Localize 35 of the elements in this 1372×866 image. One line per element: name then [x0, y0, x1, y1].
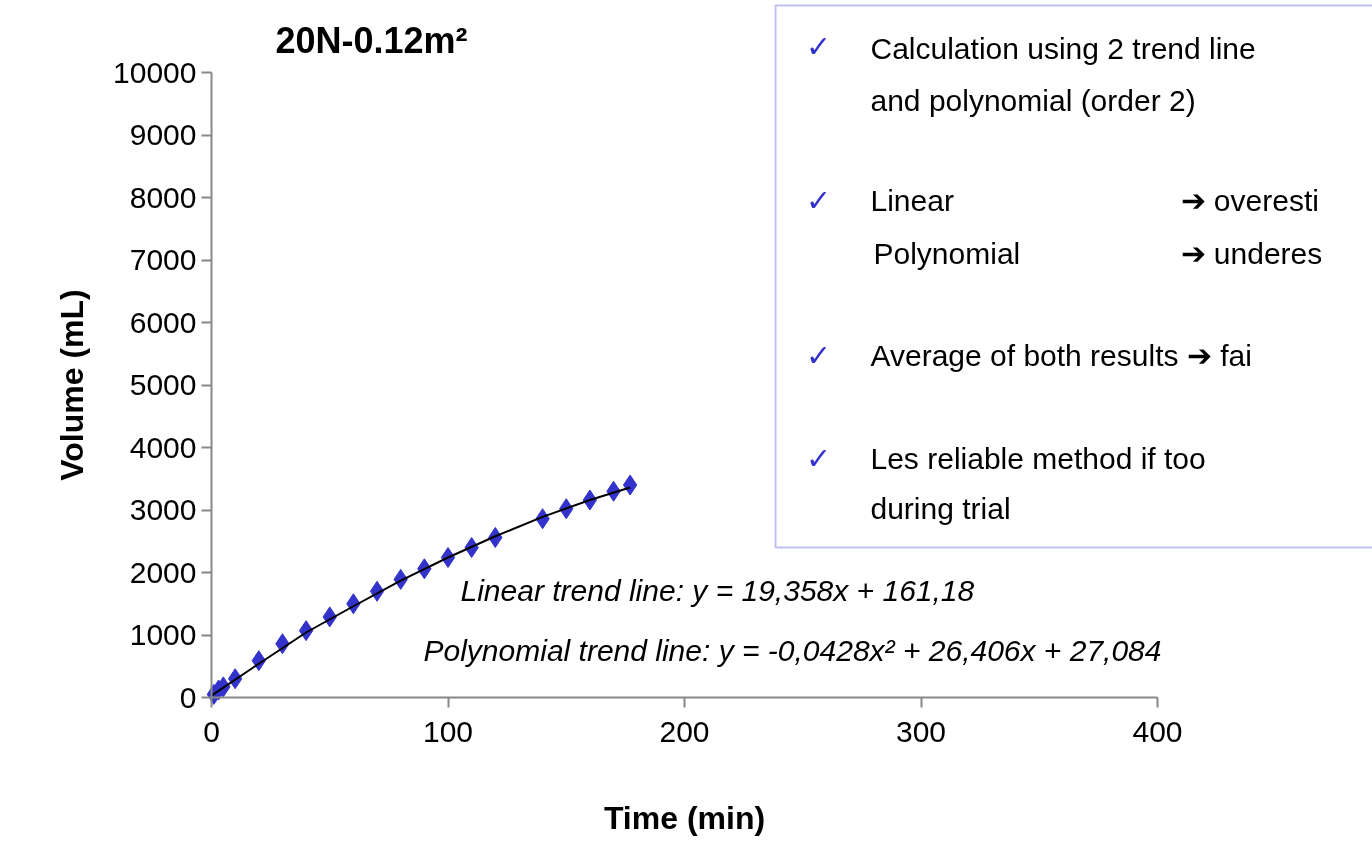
annotation: ✓: [805, 339, 831, 372]
y-tick-label: 5000: [129, 368, 197, 401]
x-axis-title: Time (min): [603, 799, 766, 836]
annotation: Polynomial trend line: y = -0,0428x² + 26,406x + 27,084: [423, 634, 1162, 667]
x-tick-label: 200: [659, 714, 710, 748]
y-tick-label: 2000: [129, 555, 197, 589]
y-tick-label: 10000: [113, 55, 197, 89]
annotation: Average of both results ➔ fai: [870, 339, 1252, 372]
y-axis-title: Volume (mL): [54, 289, 91, 481]
text: Calculation using 2 trend line: [870, 32, 1256, 65]
x-tick-label: 300: [895, 714, 947, 748]
annotation: during trial: [870, 492, 1011, 525]
text: ✓: [805, 30, 831, 63]
y-tick-label: 1000: [129, 618, 197, 651]
annotation: Les reliable method if too: [870, 442, 1206, 475]
annotation: Linear trend line: y = 19,358x + 161,18: [460, 574, 975, 607]
annotation: ✓: [805, 184, 831, 217]
annotation: Polynomial: [873, 237, 1021, 270]
y-tick-label: 7000: [129, 243, 197, 276]
y-tick-label: 4000: [129, 430, 197, 464]
text: ➔ underes: [1180, 237, 1323, 270]
chart-title: 20N-0.12m²: [275, 20, 468, 61]
annotation: and polynomial (order 2): [870, 84, 1196, 117]
y-tick-label: 0: [179, 680, 197, 714]
annotation: Linear: [870, 184, 954, 217]
y-tick-label: 8000: [129, 180, 197, 214]
point: [622, 474, 638, 496]
x-tick-label: 400: [1132, 714, 1183, 748]
y-tick-label: 3000: [129, 493, 197, 526]
x-tick-label: 100: [422, 714, 474, 748]
y-tick-label: 9000: [129, 118, 197, 151]
x-tick-label: 0: [203, 714, 220, 748]
y-tick-label: 6000: [129, 305, 197, 339]
text: ➔ overesti: [1180, 184, 1319, 217]
annotation: ✓: [805, 442, 831, 475]
